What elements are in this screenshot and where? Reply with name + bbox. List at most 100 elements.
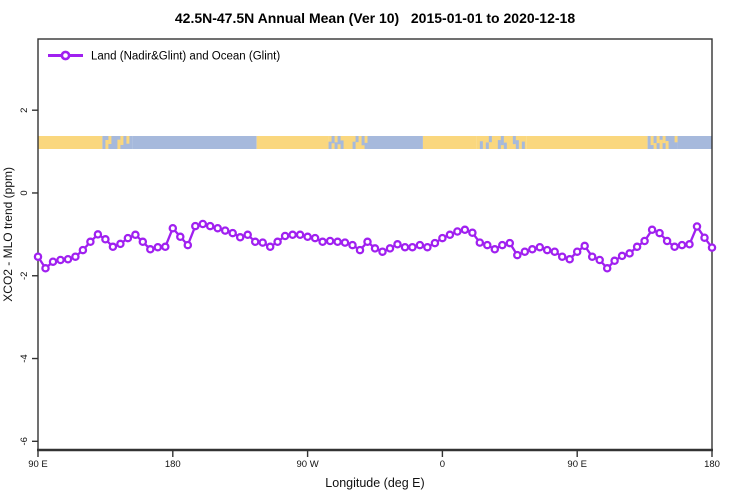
data-point-marker bbox=[131, 230, 140, 240]
data-point-marker bbox=[56, 255, 65, 265]
data-point-marker bbox=[325, 236, 335, 246]
data-point-marker bbox=[41, 264, 50, 273]
coastline-speckle bbox=[512, 136, 516, 145]
data-point-marker bbox=[303, 232, 312, 242]
data-point-marker bbox=[265, 242, 275, 252]
coastline-speckle bbox=[337, 136, 341, 145]
coastline-speckle bbox=[120, 136, 124, 145]
data-point-marker bbox=[116, 239, 125, 249]
data-point-marker bbox=[183, 240, 193, 250]
coastline-speckle bbox=[488, 136, 492, 143]
data-point-marker bbox=[370, 244, 380, 253]
data-point-marker bbox=[78, 245, 88, 255]
data-point-marker bbox=[205, 221, 215, 231]
x-tick-label: 180 bbox=[165, 459, 181, 470]
data-point-marker bbox=[460, 225, 470, 235]
data-point-marker bbox=[610, 256, 619, 266]
y-tick-label: -6 bbox=[19, 437, 30, 445]
data-point-marker bbox=[153, 242, 163, 252]
data-point-marker bbox=[63, 254, 73, 264]
data-point-marker bbox=[483, 240, 492, 250]
coastline-speckle bbox=[340, 140, 344, 149]
data-point-marker bbox=[535, 242, 545, 252]
band-segment-land bbox=[256, 136, 329, 149]
data-point-marker bbox=[355, 245, 365, 255]
coastline-speckle bbox=[665, 141, 669, 149]
data-point-marker bbox=[198, 219, 208, 229]
data-point-marker bbox=[400, 242, 410, 252]
data-point-marker bbox=[632, 242, 642, 252]
data-point-marker bbox=[318, 237, 327, 247]
data-point-marker bbox=[670, 242, 679, 252]
coastline-speckle bbox=[117, 139, 121, 149]
data-point-marker bbox=[191, 221, 200, 231]
data-point-marker bbox=[378, 247, 387, 256]
coastline-speckle bbox=[659, 139, 663, 149]
legend-marker-circle bbox=[60, 50, 71, 61]
data-point-marker bbox=[542, 245, 552, 255]
data-point-marker bbox=[280, 231, 290, 241]
data-point-marker bbox=[453, 227, 462, 236]
band-segment-ocean bbox=[132, 136, 257, 149]
band-segment-ocean bbox=[677, 136, 712, 149]
data-point-marker bbox=[655, 228, 664, 238]
coastline-speckle bbox=[364, 142, 368, 149]
data-point-marker bbox=[348, 240, 357, 250]
coastline-speckle bbox=[352, 141, 356, 149]
coastline-speckle bbox=[656, 136, 660, 144]
data-point-marker bbox=[707, 243, 717, 252]
data-point-marker bbox=[475, 238, 485, 247]
data-point-marker bbox=[640, 236, 649, 246]
coastline-speckle bbox=[479, 141, 483, 149]
x-tick-label: 90 E bbox=[28, 459, 48, 470]
data-point-marker bbox=[243, 230, 252, 240]
coastline-speckle bbox=[662, 136, 666, 144]
data-point-marker bbox=[700, 233, 709, 242]
coastline-speckle bbox=[108, 136, 112, 145]
band-segment-land bbox=[422, 136, 477, 149]
x-tick-label: 180 bbox=[704, 459, 720, 470]
data-point-marker bbox=[692, 222, 702, 231]
chart-title: 42.5N-47.5N Annual Mean (Ver 10) 2015-01… bbox=[174, 10, 576, 26]
data-point-marker bbox=[587, 252, 597, 261]
data-point-marker bbox=[393, 240, 402, 249]
y-tick-label: 2 bbox=[19, 108, 30, 113]
coastline-speckle bbox=[355, 136, 359, 143]
data-point-marker bbox=[677, 240, 687, 250]
data-point-marker bbox=[438, 233, 447, 243]
data-point-marker bbox=[520, 247, 530, 256]
data-point-marker bbox=[161, 242, 170, 252]
data-point-marker bbox=[602, 264, 612, 273]
y-tick-label: -4 bbox=[19, 354, 30, 362]
data-point-marker bbox=[513, 250, 522, 260]
coastline-speckle bbox=[650, 136, 654, 146]
coastline-speckle bbox=[500, 136, 504, 146]
coastline-speckle bbox=[328, 141, 332, 149]
data-point-marker bbox=[86, 237, 95, 247]
data-point-marker bbox=[423, 242, 432, 252]
x-tick-label: 90 W bbox=[297, 459, 319, 470]
y-axis-title: XCO2 - MLO trend (ppm) bbox=[1, 167, 15, 302]
data-point-marker bbox=[258, 238, 267, 247]
band-segment-ocean bbox=[367, 136, 423, 149]
data-point-marker bbox=[430, 238, 440, 248]
data-point-marker bbox=[33, 252, 43, 261]
coastline-speckle bbox=[497, 140, 501, 149]
data-point-marker bbox=[93, 230, 103, 239]
legend-label: Land (Nadir&Glint) and Ocean (Glint) bbox=[91, 51, 280, 63]
coastline-speckle bbox=[503, 142, 507, 149]
data-point-marker bbox=[557, 252, 567, 261]
y-tick-label: -2 bbox=[19, 272, 30, 280]
data-point-marker bbox=[415, 240, 425, 250]
data-point-marker bbox=[213, 223, 222, 233]
data-point-marker bbox=[138, 237, 148, 247]
data-point-marker bbox=[220, 226, 230, 235]
data-point-marker bbox=[273, 237, 282, 247]
x-tick-label: 90 E bbox=[567, 459, 587, 470]
data-point-marker bbox=[250, 237, 260, 247]
data-point-marker bbox=[71, 252, 80, 261]
data-point-marker bbox=[528, 245, 537, 254]
data-point-marker bbox=[580, 241, 589, 251]
coastline-speckle bbox=[334, 142, 338, 149]
